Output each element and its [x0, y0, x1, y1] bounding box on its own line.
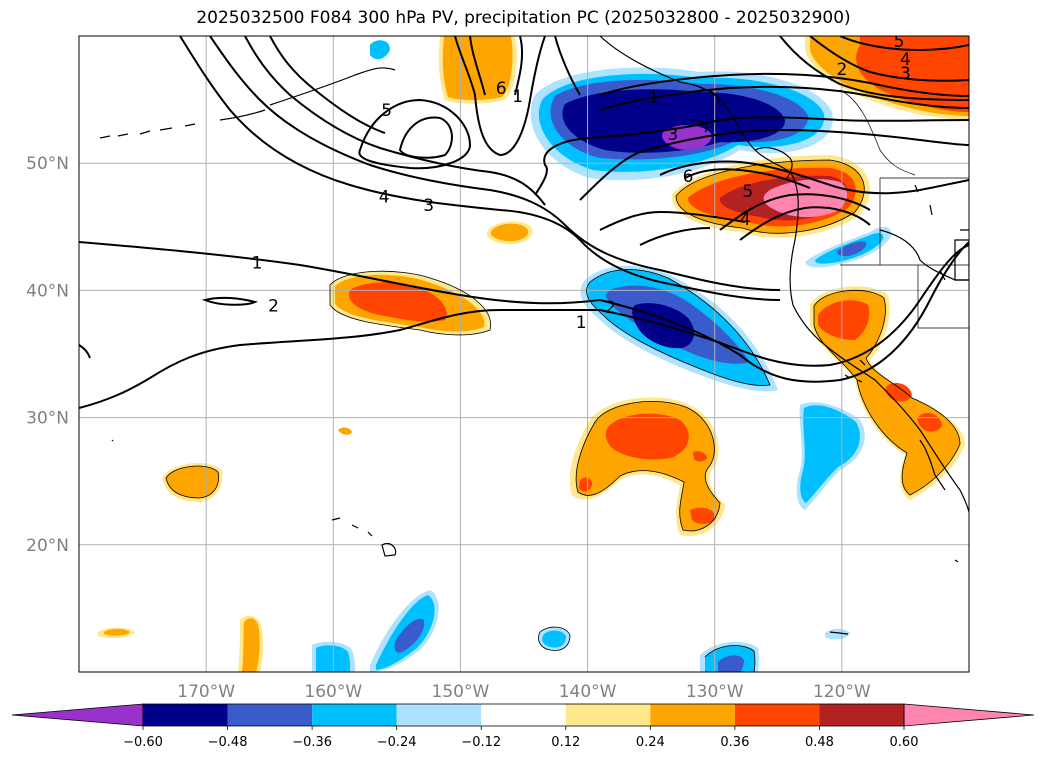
- colorbar-segment: [565, 704, 651, 726]
- colorbar-tick-label: −0.24: [377, 735, 417, 750]
- pc-contour-outlines: [165, 159, 961, 672]
- lon-tick-label: 160°W: [304, 682, 362, 702]
- lon-tick-label: 130°W: [686, 682, 744, 702]
- contour-label: 4: [900, 50, 911, 70]
- colorbar-segment: [481, 704, 566, 726]
- contour-label: 5: [381, 101, 392, 121]
- lon-tick-label: 170°W: [177, 682, 235, 702]
- contour-label: 2: [836, 60, 847, 80]
- contour-label: 2: [605, 298, 616, 318]
- colorbar-segment: [312, 704, 397, 726]
- gridlines: [79, 36, 969, 672]
- colorbar-extend-high: [903, 703, 1035, 727]
- colorbar: −0.60 −0.48 −0.36 −0.24 −0.12 0.12 0.24 0.36 0.4…: [11, 703, 1035, 750]
- lat-tick-label: 30°N: [26, 409, 69, 429]
- colorbar-tick-label: −0.12: [461, 735, 501, 750]
- colorbar-tick-label: −0.36: [292, 735, 332, 750]
- chart-title: 2025032500 F084 300 hPa PV, precipitatio…: [196, 8, 851, 28]
- colorbar-segment: [819, 704, 904, 726]
- coastline: [99, 36, 969, 635]
- colorbar-segment: [650, 704, 735, 726]
- lon-tick-label: 140°W: [559, 682, 617, 702]
- precipitation-fills: [98, 36, 969, 672]
- colorbar-tick-label: 0.12: [551, 735, 580, 750]
- colorbar-tick-label: −0.48: [208, 735, 248, 750]
- contour-label: 6: [496, 79, 507, 99]
- border-lines: [839, 89, 969, 329]
- lon-tick-labels: 170°W 160°W 150°W 140°W 130°W 120°W: [177, 682, 871, 702]
- colorbar-tick-label: 0.24: [636, 735, 665, 750]
- contour-label: 4: [740, 210, 751, 230]
- lat-tick-label: 40°N: [26, 281, 69, 301]
- contour-label: 2: [268, 297, 279, 317]
- contour-label: 6: [683, 167, 694, 187]
- colorbar-extend-low: [11, 703, 144, 727]
- contour-label: 5: [894, 32, 905, 52]
- colorbar-tick-label: 0.48: [805, 735, 834, 750]
- contour-label: 1: [576, 313, 587, 333]
- colorbar-tick-label: 0.36: [720, 735, 749, 750]
- lat-tick-label: 50°N: [26, 154, 69, 174]
- lon-tick-label: 120°W: [813, 682, 871, 702]
- contour-label: 3: [900, 64, 911, 84]
- lon-tick-label: 150°W: [432, 682, 490, 702]
- colorbar-segment: [396, 704, 482, 726]
- pv-contours: [79, 36, 969, 409]
- contour-label: 5: [742, 182, 753, 202]
- colorbar-frame: [142, 703, 905, 727]
- colorbar-segment: [227, 704, 313, 726]
- plot-frame: [78, 35, 970, 673]
- contour-label: 1: [512, 87, 523, 107]
- colorbar-tick-label: 0.60: [890, 735, 919, 750]
- colorbar-segment: [734, 704, 820, 726]
- lat-tick-label: 20°N: [26, 536, 69, 556]
- colorbar-segment: [143, 704, 228, 726]
- contour-label: 1: [252, 253, 263, 273]
- contour-label: 4: [379, 187, 390, 207]
- colorbar-tick-label: −0.60: [123, 735, 163, 750]
- contour-label: 3: [667, 125, 678, 145]
- contour-label: 3: [423, 196, 434, 216]
- contour-label: 1: [648, 88, 659, 108]
- lat-tick-labels: 20°N 30°N 40°N 50°N: [26, 154, 69, 556]
